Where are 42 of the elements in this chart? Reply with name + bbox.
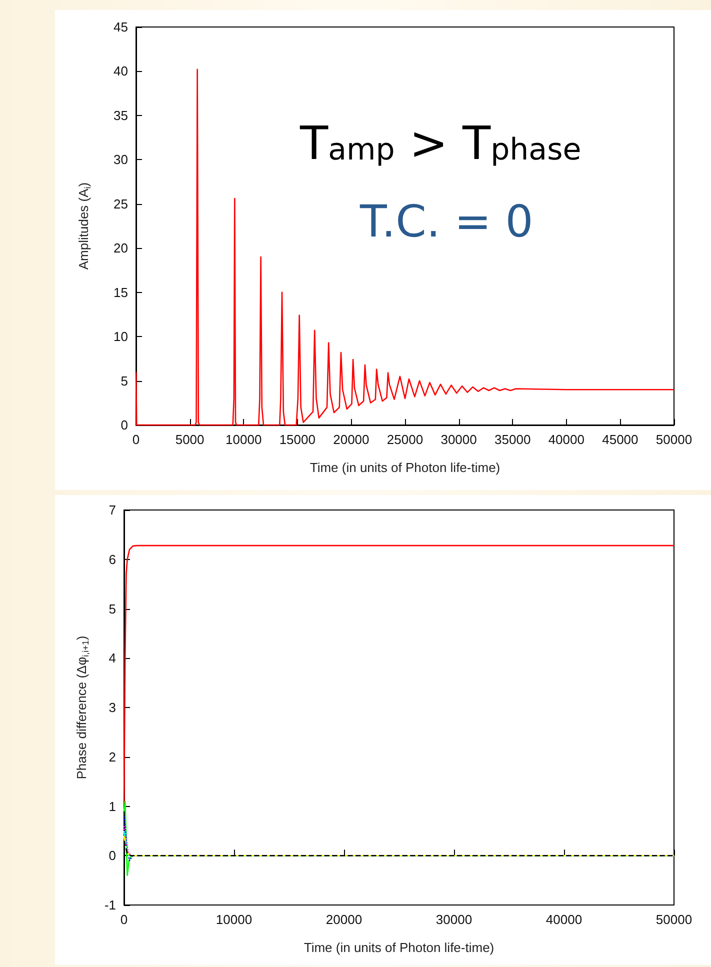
y-tick-label: 35 <box>114 108 128 123</box>
y-tick-label: 7 <box>108 502 116 518</box>
y-tick-label: 0 <box>108 848 116 864</box>
x-tick-label: 25000 <box>386 432 424 447</box>
x-tick-label: 20000 <box>326 912 362 927</box>
y-tick-label: 1 <box>108 798 116 814</box>
y-tick-label: 5 <box>108 601 116 616</box>
x-tick-label: 20000 <box>333 432 370 447</box>
y-tick-label: 15 <box>114 284 128 300</box>
y-tick-label: 10 <box>114 329 128 344</box>
annotation: Tamp > Tphase <box>299 116 582 170</box>
y-tick-label: 5 <box>120 373 128 388</box>
x-tick-label: 50000 <box>656 432 692 447</box>
annotation: T.C. = 0 <box>359 196 534 248</box>
y-tick-label: 4 <box>108 650 116 666</box>
x-tick-label: 5000 <box>175 432 204 447</box>
y-axis-title: Amplitudes (Ai) <box>76 182 92 270</box>
y-tick-label: 20 <box>114 240 128 256</box>
x-tick-label: 45000 <box>602 432 638 447</box>
x-tick-label: 50000 <box>656 912 692 927</box>
x-axis-title: Time (in units of Photon life-time) <box>304 940 494 955</box>
y-tick-label: 45 <box>114 20 128 34</box>
x-axis-title: Time (in units of Photon life-time) <box>310 460 500 475</box>
y-tick-label: 2 <box>108 749 116 764</box>
x-tick-label: 10000 <box>226 432 262 447</box>
y-tick-label: 30 <box>114 152 128 168</box>
y-tick-label: 0 <box>120 418 128 432</box>
x-tick-label: 40000 <box>546 912 582 927</box>
x-tick-label: 30000 <box>440 432 477 447</box>
y-tick-label: 3 <box>108 700 116 715</box>
x-tick-label: 0 <box>132 432 140 447</box>
x-tick-label: 35000 <box>494 432 531 447</box>
y-axis-title: Phase difference (Δφi,i+1) <box>74 636 90 780</box>
line-series <box>123 544 675 807</box>
y-tick-label: 6 <box>108 552 116 567</box>
y-tick-label: -1 <box>104 898 116 912</box>
x-tick-label: 15000 <box>279 432 316 447</box>
x-tick-label: 10000 <box>216 912 252 927</box>
x-tick-label: 40000 <box>548 432 584 447</box>
x-tick-label: 30000 <box>436 912 472 927</box>
y-tick-label: 40 <box>114 64 128 79</box>
y-tick-label: 25 <box>114 196 128 212</box>
